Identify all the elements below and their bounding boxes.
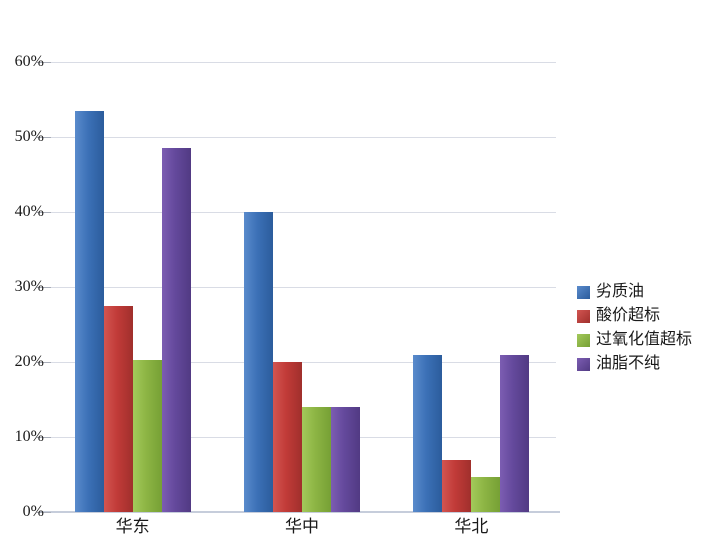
bar: [74, 110, 104, 512]
gridline: [45, 287, 556, 288]
bar: [413, 354, 443, 512]
y-axis-tick-label: 40%: [14, 203, 44, 220]
y-axis-tick-label: 50%: [14, 128, 44, 145]
x-axis-category-label: 华东: [115, 517, 150, 536]
legend-item: 劣质油: [577, 284, 692, 300]
y-axis-labels: 0% 10% 20% 30% 40% 50% 60%: [0, 54, 44, 520]
legend: 劣质油酸价超标过氧化值超标 油脂不纯: [577, 284, 692, 372]
y-axis-tick: [37, 287, 51, 288]
bar-group-2: [244, 212, 360, 512]
legend-item: 油脂不纯: [577, 356, 692, 372]
bar: [500, 354, 530, 512]
bar: [103, 305, 133, 512]
legend-label: 油脂不纯: [596, 355, 661, 372]
bar: [161, 148, 191, 512]
bar: [273, 362, 302, 512]
legend-swatch-icon: [577, 357, 590, 371]
legend-label: 酸价超标: [596, 307, 661, 324]
legend-swatch-icon: [577, 285, 590, 299]
x-axis-category-label: 华北: [454, 517, 489, 536]
y-axis-tick: [37, 437, 51, 438]
y-axis-tick: [37, 137, 51, 138]
x-axis-line: [40, 511, 560, 513]
gridline: [45, 137, 556, 138]
gridline: [45, 212, 556, 213]
y-axis-tick-label: 30%: [14, 278, 44, 295]
y-axis-tick-label: 10%: [14, 428, 44, 445]
bar: [132, 359, 162, 512]
legend-item: 酸价超标: [577, 308, 692, 324]
legend-item: 过氧化值超标: [577, 332, 692, 348]
y-axis-tick: [37, 362, 51, 363]
x-axis-category-label: 华中: [285, 517, 319, 536]
gridline: [45, 62, 556, 63]
legend-label: 过氧化值超标: [596, 331, 693, 348]
y-axis-tick-label: 20%: [14, 353, 44, 370]
bar: [244, 212, 273, 512]
legend-swatch-icon: [577, 309, 590, 323]
legend-swatch-icon: [577, 333, 590, 347]
y-axis-tick: [37, 512, 51, 513]
y-axis-tick-label: 0%: [22, 503, 44, 520]
x-axis-labels: 华东 华中 华北: [48, 517, 556, 541]
y-axis-tick-label: 60%: [14, 53, 44, 70]
plot-area: [37, 62, 560, 513]
bar: [442, 459, 472, 512]
y-axis-tick: [37, 62, 51, 63]
legend-label: 劣质油: [596, 283, 645, 300]
bar: [302, 407, 331, 512]
bar-group-1: [74, 110, 191, 512]
y-axis-tick: [37, 212, 51, 213]
bar: [471, 476, 501, 512]
bar-group-3: [413, 354, 530, 512]
bar: [331, 407, 360, 512]
